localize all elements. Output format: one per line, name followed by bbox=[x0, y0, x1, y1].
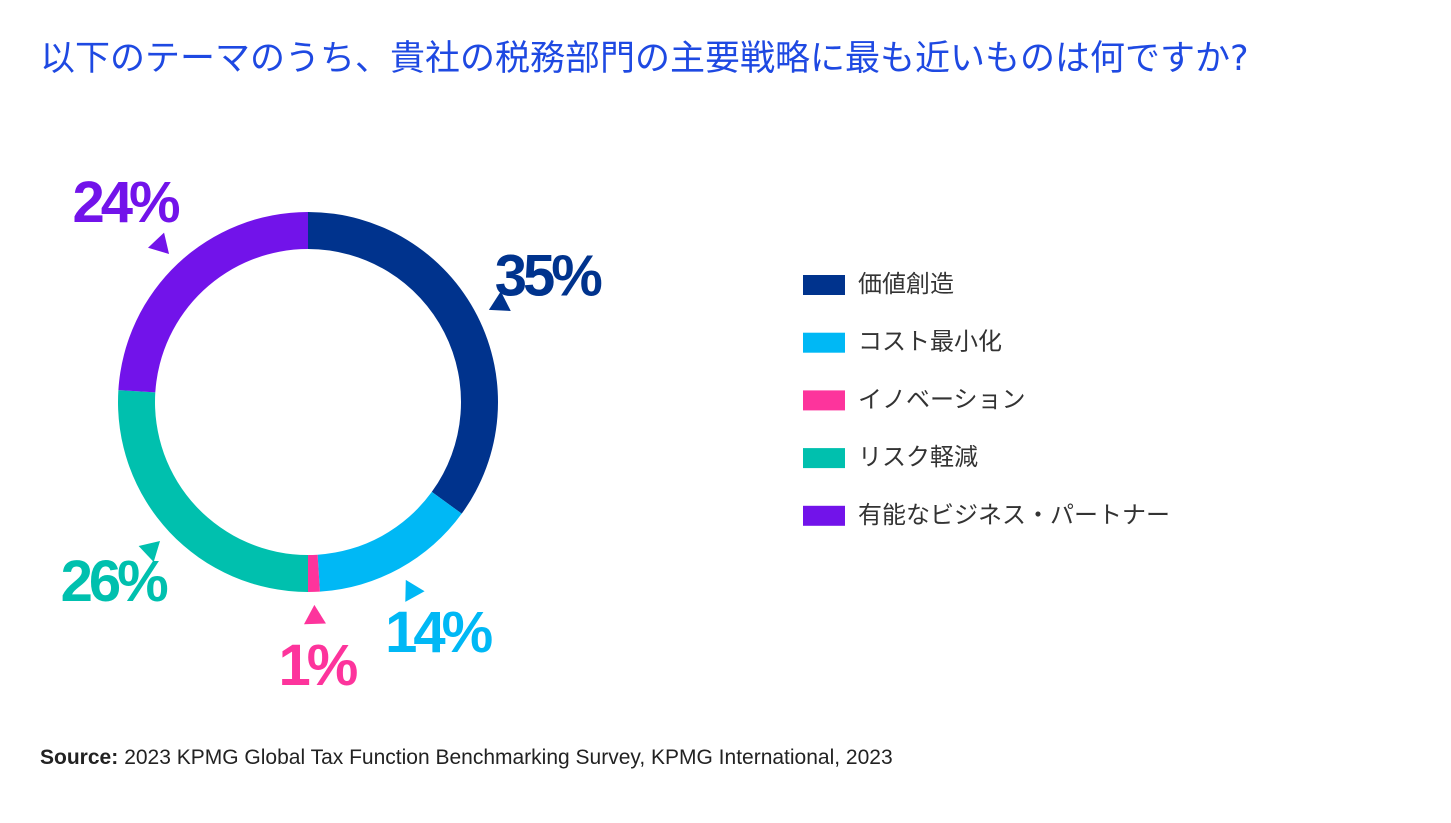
legend-label: 有能なビジネス・パートナー bbox=[858, 501, 1170, 529]
legend-label: コスト最小化 bbox=[858, 328, 1002, 356]
legend-swatch bbox=[803, 275, 845, 295]
legend-label: リスク軽減 bbox=[858, 443, 978, 471]
legend-swatch bbox=[803, 505, 845, 526]
donut-segment bbox=[317, 491, 462, 592]
donut-segment bbox=[308, 212, 499, 514]
source-text: 2023 KPMG Global Tax Function Benchmarki… bbox=[124, 746, 892, 769]
legend-label: イノベーション bbox=[858, 385, 1026, 413]
source: Source: 2023 KPMG Global Tax Function Ben… bbox=[40, 746, 893, 769]
value-label: 24% bbox=[72, 170, 180, 235]
legend-swatch bbox=[803, 332, 845, 353]
donut-segment bbox=[118, 212, 308, 393]
label-pointer bbox=[138, 540, 161, 562]
donut-segment bbox=[118, 390, 308, 592]
source-label: Source: bbox=[40, 746, 118, 769]
label-pointer bbox=[148, 232, 170, 255]
legend-swatch bbox=[803, 390, 845, 411]
value-label: 26% bbox=[61, 549, 169, 614]
value-label: 35% bbox=[495, 244, 603, 309]
label-pointer bbox=[488, 291, 511, 312]
value-label: 1% bbox=[279, 633, 358, 698]
label-pointer bbox=[303, 604, 326, 625]
value-label: 14% bbox=[385, 600, 493, 665]
chart-title: 以下のテーマのうち、貴社の税務部門の主要戦略に最も近いものは何ですか? bbox=[40, 39, 1249, 79]
donut-segment bbox=[308, 554, 320, 592]
label-pointer bbox=[405, 579, 425, 602]
legend-label: 価値創造 bbox=[858, 270, 954, 298]
legend-swatch bbox=[803, 448, 845, 469]
